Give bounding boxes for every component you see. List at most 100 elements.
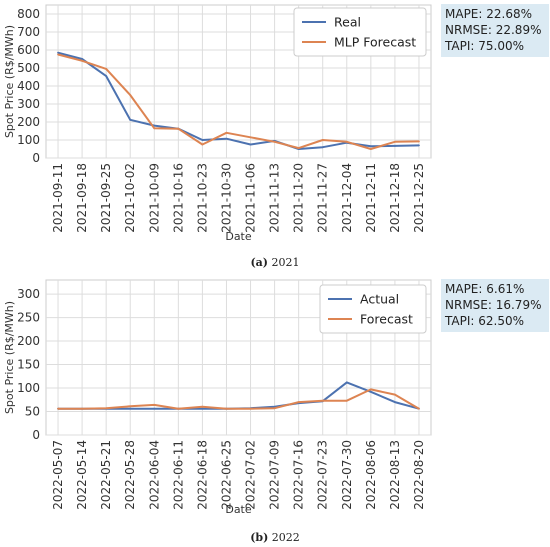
x-tick-label: 2022-07-09 [268, 440, 282, 510]
x-tick-label: 2021-11-13 [268, 163, 282, 233]
series-1-point [418, 144, 420, 147]
x-tick-label: 2021-11-06 [244, 163, 258, 233]
series-2-point [105, 407, 108, 410]
x-tick-label: 2021-12-18 [388, 163, 402, 233]
series-2-point [177, 127, 180, 130]
legend-label: Actual [360, 292, 399, 307]
chart-caption: (b) 2022 [250, 531, 300, 544]
series-1-point [105, 75, 108, 77]
chart-1: 0 100 200 300 400 500 600 700 800 2021-09-11 2021-… [3, 4, 549, 269]
x-tick-label: 2021-12-25 [412, 163, 426, 233]
y-tick-label: 0 [32, 151, 40, 165]
series-2-point [81, 407, 83, 410]
series-2-point [369, 388, 372, 391]
x-tick-label: 2022-06-25 [219, 440, 233, 510]
series-1-point [81, 58, 83, 60]
metric-text: NRMSE: 22.89% [445, 23, 541, 37]
series-1-point [201, 139, 204, 141]
caption-label: (a) [250, 256, 268, 269]
series-line-2 [57, 53, 420, 150]
y-tick-label: 150 [17, 358, 40, 372]
series-2-point [418, 407, 420, 410]
series-1-point [394, 401, 396, 404]
y-tick-label: 600 [17, 43, 40, 57]
x-tick-label: 2021-12-04 [340, 163, 354, 233]
series-2-point [297, 147, 300, 150]
metric-text: MAPE: 6.61% [445, 282, 524, 296]
series-2-point [225, 131, 228, 134]
x-tick-label: 2021-09-25 [99, 163, 113, 233]
series-2-point [57, 407, 59, 410]
y-tick-label: 800 [17, 7, 40, 21]
series-2-point [201, 405, 204, 408]
x-tick-label: 2021-10-23 [195, 163, 209, 233]
legend-box [319, 284, 427, 334]
y-tick-label: 200 [17, 334, 40, 348]
y-tick-label: 50 [25, 405, 40, 419]
series-2-point [345, 140, 348, 143]
y-tick-label: 250 [17, 311, 40, 325]
series-2-point [105, 68, 108, 70]
series-2-point [153, 127, 156, 130]
metric-text: MAPE: 22.68% [445, 7, 532, 21]
series-line-2 [58, 388, 420, 410]
series-1-point [321, 146, 324, 149]
x-tick-label: 2022-07-02 [244, 440, 258, 510]
legend: Real MLP Forecast [293, 7, 427, 57]
metrics-box: MAPE: 6.61% NRMSE: 16.79% TAPI: 62.50% [441, 279, 549, 332]
x-tick-label: 2022-08-20 [412, 440, 426, 510]
series-2-point [369, 148, 372, 150]
x-tick-label: 2022-07-23 [316, 440, 330, 510]
chart-2: 0 50 100 150 200 250 300 2022-05-07 2022-05-14 20… [3, 279, 549, 544]
series-2-point [418, 140, 420, 143]
x-axis-label: Date [225, 503, 252, 516]
series-1-point [394, 145, 396, 147]
series-1-point [129, 118, 132, 121]
y-tick-label: 300 [17, 287, 40, 301]
series-1-point [201, 407, 204, 410]
series-2-point [321, 139, 324, 141]
x-tick-label: 2022-05-28 [123, 440, 137, 510]
legend-label: Forecast [360, 312, 413, 327]
series-1-point [225, 137, 228, 140]
series-2-point [177, 407, 180, 410]
chart-caption: (a) 2021 [250, 256, 299, 269]
x-tick-label: 2022-05-07 [51, 440, 65, 510]
series-2-point [249, 136, 252, 139]
metrics-box: MAPE: 22.68% NRMSE: 22.89% TAPI: 75.00% [441, 4, 549, 57]
metrics-background [441, 279, 549, 332]
series-2-point [394, 393, 396, 396]
x-tick-label: 2022-08-06 [364, 440, 378, 510]
y-tick-label: 700 [17, 25, 40, 39]
y-axis-label: Spot Price (R$/MWh) [3, 25, 16, 138]
legend-label: MLP Forecast [334, 35, 416, 50]
y-tick-label: 500 [17, 61, 40, 75]
series-2-point [129, 94, 132, 96]
y-tick-label: 300 [17, 97, 40, 111]
series-1-point [345, 381, 348, 384]
series-2-point [273, 407, 276, 410]
metrics-background [441, 4, 549, 57]
caption-year: 2022 [268, 531, 300, 544]
x-tick-label: 2022-05-21 [99, 440, 113, 510]
x-tick-label: 2021-10-09 [147, 163, 161, 233]
series-2-point [394, 140, 396, 143]
series-2-point [129, 405, 132, 408]
series-1-point [249, 143, 252, 146]
x-tick-label: 2021-11-20 [292, 163, 306, 233]
y-tick-label: 100 [17, 381, 40, 395]
series-2-point [273, 140, 276, 143]
x-tick-label: 2022-07-30 [340, 440, 354, 510]
y-tick-label: 100 [17, 133, 40, 147]
series-2-point [81, 59, 83, 62]
series-1-point [153, 407, 156, 410]
x-tick-label: 2021-11-27 [316, 163, 330, 233]
metric-text: NRMSE: 16.79% [445, 298, 541, 312]
series-1-point [57, 51, 59, 54]
legend-box [293, 7, 427, 57]
caption-year: 2021 [268, 256, 300, 269]
series-2-point [153, 404, 156, 406]
series-2-point [201, 143, 204, 146]
x-tick-label: 2021-09-18 [75, 163, 89, 233]
